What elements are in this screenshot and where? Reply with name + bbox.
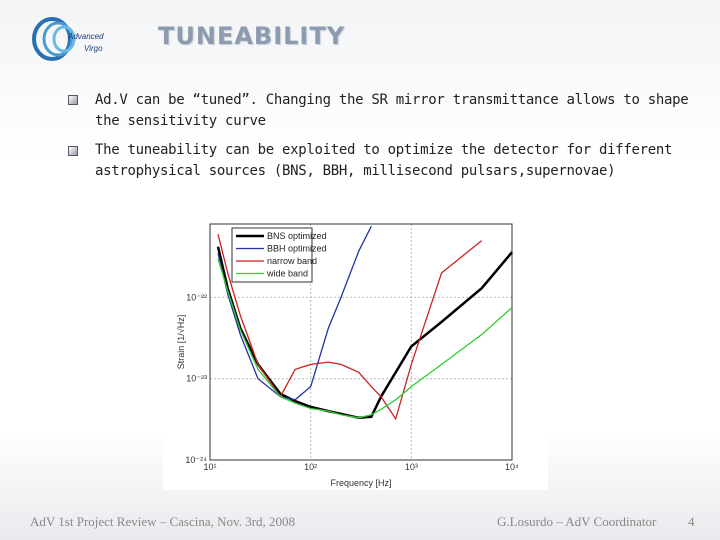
logo: Advanced Virgo [32,17,104,61]
series-line [216,246,513,420]
series-line [217,234,483,421]
x-tick-label: 10² [304,462,317,472]
legend-label: wide band [266,269,308,279]
y-tick-label: 10⁻²⁴ [185,455,207,465]
page-number: 4 [688,514,695,529]
x-tick-label: 10³ [405,462,418,472]
legend-label: narrow band [267,256,317,266]
y-tick-label: 10⁻²² [186,292,207,302]
series-line [217,258,513,419]
logo-ring [52,25,76,53]
series-line [217,226,372,401]
bullet-icon [68,95,78,105]
bullet-text: Ad.V can be “tuned”. Changing the SR mir… [95,92,689,129]
x-tick-label: 10¹ [203,462,216,472]
logo-text: Virgo [84,44,103,53]
footer-right: G.Losurdo – AdV Coordinator [497,514,657,529]
plot-frame [209,223,513,461]
legend-label: BBH optimized [267,244,327,254]
slide-title: TUNEABILITY [158,22,346,50]
y-axis-label: Strain [1/√Hz] [176,315,186,369]
logo-ring [42,21,74,57]
logo-text: Advanced [67,32,104,41]
bullet-text: The tuneability can be exploited to opti… [95,142,673,179]
logo-ring [32,17,72,61]
x-tick-label: 10⁴ [505,462,519,472]
footer-left: AdV 1st Project Review – Cascina, Nov. 3… [30,514,296,529]
x-axis-label: Frequency [Hz] [330,478,391,488]
legend-label: BNS optimized [267,231,327,241]
y-tick-label: 10⁻²³ [186,374,207,384]
bullet-icon [68,146,78,156]
